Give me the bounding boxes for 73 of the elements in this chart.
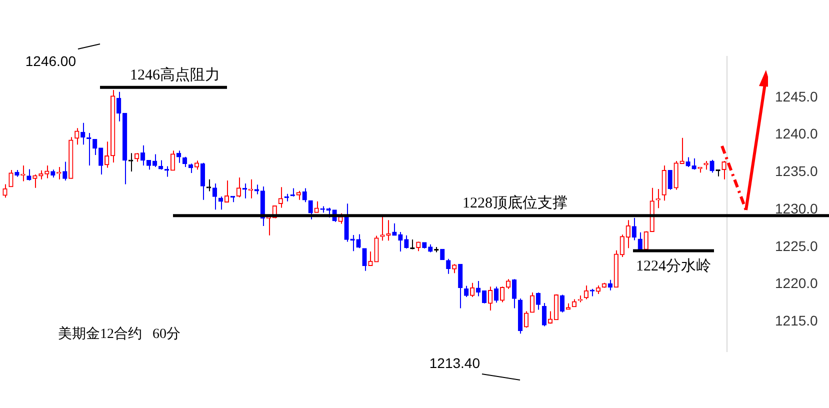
candlestick bbox=[374, 235, 379, 262]
text: 1213.40 bbox=[429, 355, 480, 371]
annotation: 1246.00 bbox=[25, 53, 76, 69]
candlestick bbox=[662, 165, 666, 202]
candlestick bbox=[542, 302, 547, 327]
candlestick bbox=[722, 160, 726, 180]
candlestick bbox=[236, 176, 242, 198]
candlestick bbox=[464, 285, 469, 298]
candlestick bbox=[476, 280, 481, 297]
candlestick bbox=[74, 128, 80, 146]
candlestick bbox=[8, 169, 14, 188]
candlestick bbox=[98, 147, 104, 175]
candlestick bbox=[458, 264, 463, 309]
candlestick bbox=[386, 220, 391, 242]
candlestick bbox=[488, 286, 493, 311]
candlestick bbox=[416, 241, 421, 252]
y-tick-label: 1215.0 bbox=[775, 312, 818, 329]
candlestick bbox=[560, 294, 565, 313]
candlestick bbox=[440, 248, 445, 260]
candlestick bbox=[92, 138, 98, 156]
candlestick bbox=[104, 141, 110, 168]
candlestick bbox=[710, 159, 714, 174]
candlestick bbox=[170, 150, 176, 171]
ref-line-label: 1224分水岭 bbox=[636, 258, 711, 275]
candlestick bbox=[308, 200, 313, 220]
candlestick bbox=[632, 217, 636, 241]
candlestick bbox=[494, 286, 499, 304]
candlestick bbox=[482, 290, 487, 304]
candlestick bbox=[362, 248, 367, 272]
candlestick bbox=[692, 158, 696, 170]
y-tick-label: 1220.0 bbox=[775, 275, 818, 292]
candlestick bbox=[584, 284, 589, 300]
candlestick bbox=[206, 178, 212, 192]
candlestick bbox=[686, 156, 690, 168]
annotation: 美期金12合约 60分 bbox=[58, 326, 180, 342]
candlestick bbox=[626, 220, 630, 249]
candlestick bbox=[278, 186, 283, 208]
candlestick bbox=[446, 258, 451, 274]
candlestick bbox=[530, 292, 535, 313]
candlestick bbox=[2, 184, 8, 198]
candlestick bbox=[128, 152, 134, 172]
candlestick bbox=[404, 234, 409, 249]
y-tick-label: 1225.0 bbox=[775, 238, 818, 254]
candlestick bbox=[524, 310, 529, 328]
candlestick bbox=[344, 203, 349, 242]
candlestick bbox=[212, 182, 218, 210]
candlestick bbox=[536, 292, 541, 310]
candlestick bbox=[218, 196, 224, 210]
candlestick bbox=[62, 161, 68, 181]
y-tick-label: 1240.0 bbox=[775, 126, 818, 142]
candlestick bbox=[80, 122, 86, 146]
candlestick bbox=[620, 234, 624, 258]
candlestick bbox=[224, 180, 230, 203]
candlestick bbox=[512, 278, 517, 309]
candlestick bbox=[398, 232, 403, 252]
candlestick bbox=[26, 168, 32, 181]
candlestick bbox=[638, 232, 642, 250]
candlestick bbox=[674, 160, 678, 190]
y-tick-label: 1235.0 bbox=[775, 163, 818, 180]
candlestick bbox=[680, 137, 684, 164]
ref-line-label: 1246高点阻力 bbox=[130, 66, 220, 84]
candlestick bbox=[44, 165, 50, 179]
candlestick bbox=[182, 156, 188, 168]
candlestick bbox=[368, 250, 373, 266]
candlestick bbox=[470, 282, 475, 298]
candlestick bbox=[356, 234, 361, 249]
candlestick bbox=[668, 170, 672, 190]
y-tick-label: 1230.0 bbox=[775, 200, 818, 216]
candlestick bbox=[32, 174, 38, 188]
ref-line-label: 1228顶底位支撑 bbox=[462, 194, 568, 212]
y-tick-label: 1245.0 bbox=[775, 88, 818, 104]
candlestick bbox=[392, 222, 397, 236]
candlestick bbox=[200, 162, 206, 200]
